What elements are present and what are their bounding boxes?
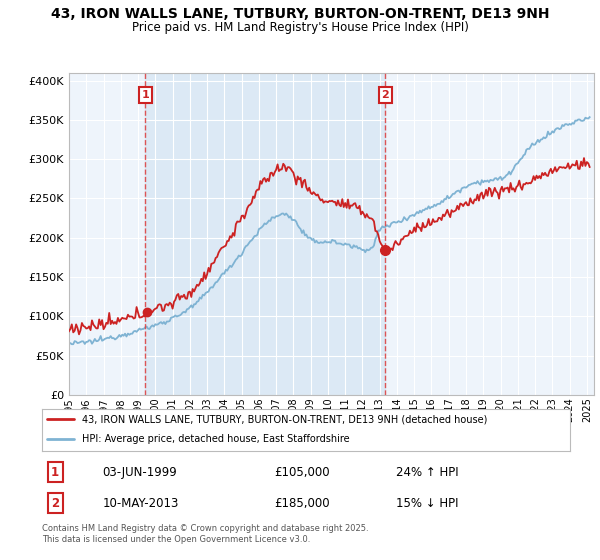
Text: 03-JUN-1999: 03-JUN-1999 <box>103 465 178 479</box>
Text: 10-MAY-2013: 10-MAY-2013 <box>103 497 179 510</box>
Text: £185,000: £185,000 <box>274 497 330 510</box>
Text: 43, IRON WALLS LANE, TUTBURY, BURTON-ON-TRENT, DE13 9NH: 43, IRON WALLS LANE, TUTBURY, BURTON-ON-… <box>51 7 549 21</box>
Text: 1: 1 <box>51 465 59 479</box>
Text: 2: 2 <box>382 90 389 100</box>
Text: 43, IRON WALLS LANE, TUTBURY, BURTON-ON-TRENT, DE13 9NH (detached house): 43, IRON WALLS LANE, TUTBURY, BURTON-ON-… <box>82 414 487 424</box>
Text: 24% ↑ HPI: 24% ↑ HPI <box>396 465 458 479</box>
Text: Price paid vs. HM Land Registry's House Price Index (HPI): Price paid vs. HM Land Registry's House … <box>131 21 469 34</box>
Text: 15% ↓ HPI: 15% ↓ HPI <box>396 497 458 510</box>
Bar <box>145 73 385 395</box>
Text: £105,000: £105,000 <box>274 465 330 479</box>
Text: HPI: Average price, detached house, East Staffordshire: HPI: Average price, detached house, East… <box>82 434 349 444</box>
Text: 2: 2 <box>51 497 59 510</box>
Text: Contains HM Land Registry data © Crown copyright and database right 2025.
This d: Contains HM Land Registry data © Crown c… <box>42 524 368 544</box>
Text: 1: 1 <box>142 90 149 100</box>
